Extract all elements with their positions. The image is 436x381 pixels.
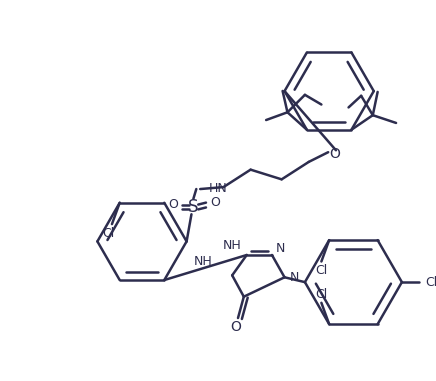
Text: S: S: [188, 197, 199, 216]
Text: Cl: Cl: [315, 264, 327, 277]
Text: O: O: [210, 196, 220, 209]
Text: N: N: [290, 271, 299, 284]
Text: NH: NH: [194, 255, 213, 268]
Text: O: O: [231, 320, 242, 334]
Text: O: O: [168, 198, 178, 211]
Text: Cl: Cl: [102, 227, 114, 240]
Text: Cl: Cl: [425, 275, 436, 289]
Text: Cl: Cl: [315, 288, 327, 301]
Text: N: N: [276, 242, 285, 255]
Text: O: O: [330, 147, 341, 161]
Text: NH: NH: [223, 239, 242, 252]
Text: HN: HN: [209, 182, 228, 195]
